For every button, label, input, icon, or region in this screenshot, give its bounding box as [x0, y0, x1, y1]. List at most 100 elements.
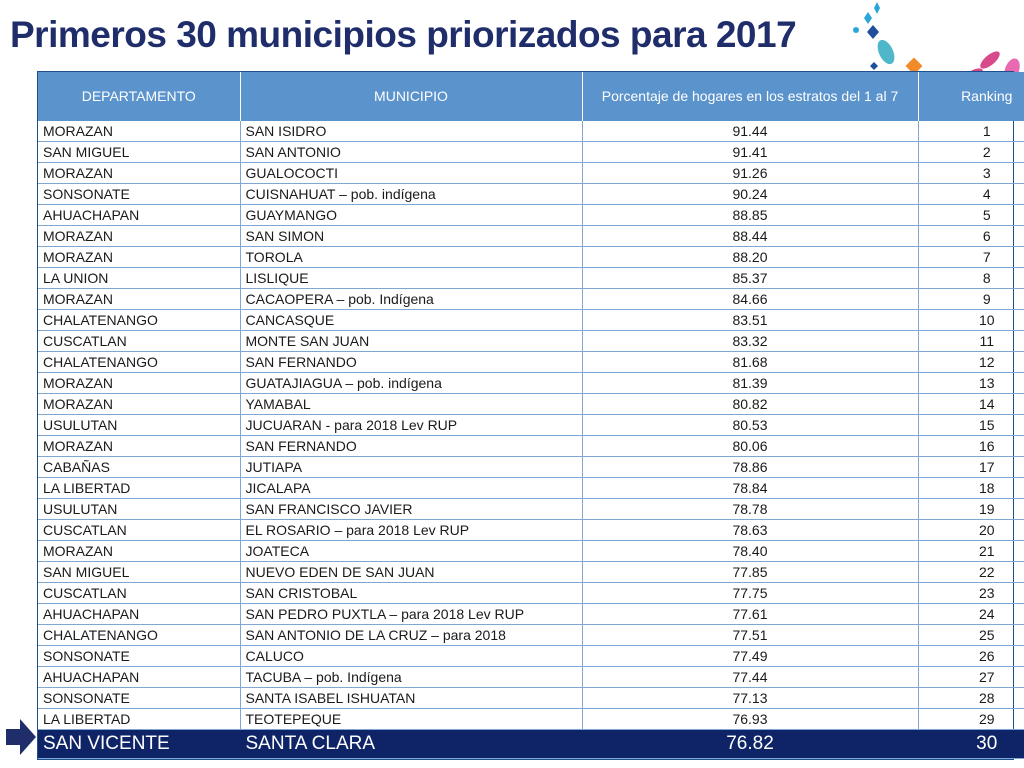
cell-municipio: JUTIAPA: [240, 456, 583, 478]
cell-municipio: EL ROSARIO – para 2018 Lev RUP: [240, 519, 583, 541]
cell-departamento: SONSONATE: [38, 645, 241, 667]
page-title: Primeros 30 municipios priorizados para …: [10, 14, 797, 55]
cell-departamento: CUSCATLAN: [38, 519, 241, 541]
cell-departamento: LA LIBERTAD: [38, 708, 241, 730]
cell-ranking: 16: [918, 435, 1024, 457]
cell-municipio: SAN FERNANDO: [240, 435, 583, 457]
cell-municipio: SANTA ISABEL ISHUATAN: [240, 687, 583, 709]
cell-ranking: 26: [918, 645, 1024, 667]
cell-porcentaje: 77.61: [582, 603, 919, 625]
cell-porcentaje: 88.20: [582, 246, 919, 268]
cell-municipio: JICALAPA: [240, 477, 583, 499]
cell-porcentaje: 81.68: [582, 351, 919, 373]
cell-ranking: 7: [918, 246, 1024, 268]
cell-ranking: 11: [918, 330, 1024, 352]
cell-ranking: 17: [918, 456, 1024, 478]
cell-departamento: CUSCATLAN: [38, 330, 241, 352]
cell-municipio: MONTE SAN JUAN: [240, 330, 583, 352]
table-row: MORAZAN JOATECA 78.40 21: [38, 540, 1024, 562]
table-row: CHALATENANGO CANCASQUE 83.51 10: [38, 309, 1024, 331]
header-porcentaje: Porcentaje de hogares en los estratos de…: [582, 72, 919, 121]
cell-porcentaje: 91.26: [582, 162, 919, 184]
cell-ranking: 27: [918, 666, 1024, 688]
header-municipio: MUNICIPIO: [240, 72, 583, 121]
table-row: USULUTAN JUCUARAN - para 2018 Lev RUP 80.5…: [38, 414, 1024, 436]
table-row: MORAZAN GUATAJIAGUA – pob. indígena 81.39 1…: [38, 372, 1024, 394]
table-row: CHALATENANGO SAN FERNANDO 81.68 12: [38, 351, 1024, 373]
cell-departamento: CHALATENANGO: [38, 309, 241, 331]
table-row: MORAZAN SAN ISIDRO 91.44 1: [38, 121, 1024, 142]
cell-municipio: JUCUARAN - para 2018 Lev RUP: [240, 414, 583, 436]
cell-municipio: SAN ANTONIO DE LA CRUZ – para 2018: [240, 624, 583, 646]
table-header-row: DEPARTAMENTO MUNICIPIO Porcentaje de hog…: [38, 72, 1024, 121]
cell-municipio: GUATAJIAGUA – pob. indígena: [240, 372, 583, 394]
table-row: AHUACHAPAN TACUBA – pob. Indígena 77.44 27: [38, 666, 1024, 688]
cell-municipio: GUALOCOCTI: [240, 162, 583, 184]
cell-departamento: USULUTAN: [38, 498, 241, 520]
cell-municipio: SANTA CLARA: [240, 729, 583, 759]
cell-porcentaje: 88.44: [582, 225, 919, 247]
cell-departamento: AHUACHAPAN: [38, 204, 241, 226]
cell-porcentaje: 77.85: [582, 561, 919, 583]
cell-municipio: SAN FRANCISCO JAVIER: [240, 498, 583, 520]
cell-municipio: CACAOPERA – pob. Indígena: [240, 288, 583, 310]
table-row: SAN MIGUEL SAN ANTONIO 91.41 2: [38, 141, 1024, 163]
cell-departamento: USULUTAN: [38, 414, 241, 436]
cell-ranking: 5: [918, 204, 1024, 226]
cell-municipio: SAN FERNANDO: [240, 351, 583, 373]
cell-porcentaje: 77.75: [582, 582, 919, 604]
cell-ranking: 21: [918, 540, 1024, 562]
cell-municipio: SAN ISIDRO: [240, 121, 583, 142]
header-ranking: Ranking: [918, 72, 1024, 121]
cell-departamento: MORAZAN: [38, 121, 241, 142]
cell-ranking: 13: [918, 372, 1024, 394]
table-row: MORAZAN CACAOPERA – pob. Indígena 84.66 9: [38, 288, 1024, 310]
cell-porcentaje: 80.82: [582, 393, 919, 415]
cell-porcentaje: 77.13: [582, 687, 919, 709]
table-row: CHALATENANGO SAN ANTONIO DE LA CRUZ – par…: [38, 624, 1024, 646]
cell-porcentaje: 76.82: [582, 729, 919, 759]
cell-porcentaje: 83.32: [582, 330, 919, 352]
table-row: MORAZAN GUALOCOCTI 91.26 3: [38, 162, 1024, 184]
cell-ranking: 2: [918, 141, 1024, 163]
table-row: LA LIBERTAD JICALAPA 78.84 18: [38, 477, 1024, 499]
table-body: MORAZAN SAN ISIDRO 91.44 1 SAN MIGUEL SAN ANT…: [38, 121, 1024, 759]
cell-ranking: 15: [918, 414, 1024, 436]
cell-ranking: 24: [918, 603, 1024, 625]
cell-departamento: MORAZAN: [38, 162, 241, 184]
cell-ranking: 9: [918, 288, 1024, 310]
cell-porcentaje: 91.44: [582, 121, 919, 142]
cell-porcentaje: 77.44: [582, 666, 919, 688]
table-row: CUSCATLAN EL ROSARIO – para 2018 Lev RUP 7…: [38, 519, 1024, 541]
cell-departamento: SONSONATE: [38, 183, 241, 205]
cell-municipio: TOROLA: [240, 246, 583, 268]
cell-municipio: TEOTEPEQUE: [240, 708, 583, 730]
cell-municipio: NUEVO EDEN DE SAN JUAN: [240, 561, 583, 583]
table-row: MORAZAN SAN SIMON 88.44 6: [38, 225, 1024, 247]
cell-ranking: 8: [918, 267, 1024, 289]
cell-porcentaje: 91.41: [582, 141, 919, 163]
priority-municipalities-table: DEPARTAMENTO MUNICIPIO Porcentaje de hog…: [37, 71, 1024, 760]
table-row: CABAÑAS JUTIAPA 78.86 17: [38, 456, 1024, 478]
cell-departamento: MORAZAN: [38, 372, 241, 394]
table-row: CUSCATLAN MONTE SAN JUAN 83.32 11: [38, 330, 1024, 352]
cell-ranking: 29: [918, 708, 1024, 730]
cell-porcentaje: 88.85: [582, 204, 919, 226]
cell-municipio: JOATECA: [240, 540, 583, 562]
cell-municipio: YAMABAL: [240, 393, 583, 415]
cell-ranking: 12: [918, 351, 1024, 373]
right-arrow-icon: [6, 719, 36, 755]
cell-departamento: CHALATENANGO: [38, 351, 241, 373]
table-row: SONSONATE CUISNAHUAT – pob. indígena 90.24…: [38, 183, 1024, 205]
cell-departamento: MORAZAN: [38, 540, 241, 562]
table-row: USULUTAN SAN FRANCISCO JAVIER 78.78 19: [38, 498, 1024, 520]
cell-municipio: CUISNAHUAT – pob. indígena: [240, 183, 583, 205]
cell-departamento: CHALATENANGO: [38, 624, 241, 646]
cell-ranking: 18: [918, 477, 1024, 499]
cell-departamento: AHUACHAPAN: [38, 666, 241, 688]
cell-porcentaje: 80.06: [582, 435, 919, 457]
cell-municipio: LISLIQUE: [240, 267, 583, 289]
cell-municipio: GUAYMANGO: [240, 204, 583, 226]
cell-departamento: CABAÑAS: [38, 456, 241, 478]
cell-departamento: MORAZAN: [38, 225, 241, 247]
